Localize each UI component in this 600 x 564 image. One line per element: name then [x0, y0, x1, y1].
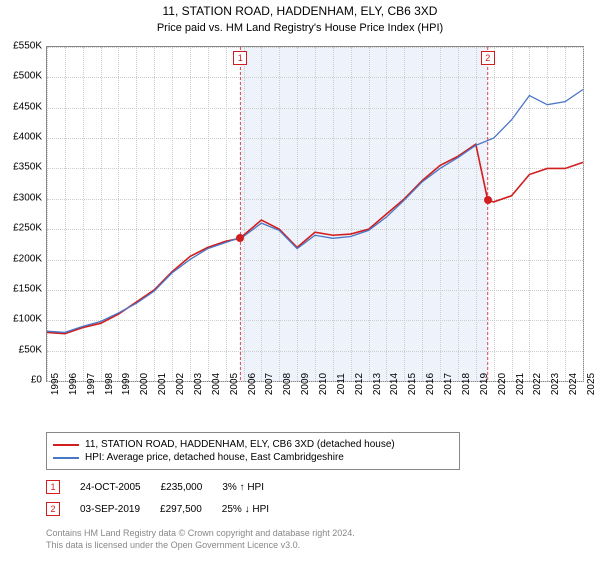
x-tick-label: 2007 [264, 373, 275, 395]
sale-diff: 3% ↑ HPI [222, 482, 264, 493]
x-tick-label: 2013 [372, 373, 383, 395]
x-tick-label: 2012 [354, 373, 365, 395]
y-tick-label: £100K [13, 314, 42, 325]
sale-price: £235,000 [161, 482, 203, 493]
plot-area: 12 [46, 46, 584, 382]
x-tick-label: 1999 [121, 373, 132, 395]
sale-index-badge: 2 [46, 502, 60, 516]
x-tick-label: 2023 [550, 373, 561, 395]
x-tick-label: 2008 [282, 373, 293, 395]
x-tick-label: 2021 [515, 373, 526, 395]
chart-title: 11, STATION ROAD, HADDENHAM, ELY, CB6 3X… [0, 4, 600, 20]
x-tick-label: 2003 [193, 373, 204, 395]
arrow-down-icon: ↓ [245, 504, 250, 515]
x-tick-label: 2015 [407, 373, 418, 395]
series-price_paid [47, 144, 583, 333]
x-tick-label: 2004 [211, 373, 222, 395]
x-tick-label: 2002 [175, 373, 186, 395]
x-tick-label: 2017 [443, 373, 454, 395]
footer-attribution: Contains HM Land Registry data © Crown c… [46, 528, 355, 551]
x-tick-label: 2006 [247, 373, 258, 395]
sale-date: 03-SEP-2019 [80, 504, 140, 515]
sale-marker-badge: 2 [481, 51, 495, 65]
y-tick-label: £300K [13, 192, 42, 203]
series-hpi [47, 90, 583, 333]
x-tick-label: 1997 [86, 373, 97, 395]
x-tick-label: 2011 [336, 373, 347, 395]
legend-swatch [53, 457, 79, 459]
y-tick-label: £0 [31, 375, 42, 386]
chart-container: 11, STATION ROAD, HADDENHAM, ELY, CB6 3X… [0, 4, 600, 564]
y-tick-label: £550K [13, 41, 42, 52]
chart-subtitle: Price paid vs. HM Land Registry's House … [0, 22, 600, 34]
footer-line-2: This data is licensed under the Open Gov… [46, 540, 355, 552]
sale-point-marker [484, 196, 492, 204]
x-tick-label: 2016 [425, 373, 436, 395]
sale-index-badge: 1 [46, 480, 60, 494]
x-tick-label: 2014 [389, 373, 400, 395]
x-tick-label: 2001 [157, 373, 168, 395]
y-tick-label: £200K [13, 253, 42, 264]
line-series-svg [47, 47, 583, 381]
y-tick-label: £150K [13, 283, 42, 294]
x-tick-label: 2025 [586, 373, 597, 395]
legend-label: HPI: Average price, detached house, East… [85, 452, 344, 463]
x-tick-label: 2020 [497, 373, 508, 395]
y-tick-label: £500K [13, 71, 42, 82]
x-tick-label: 2009 [300, 373, 311, 395]
legend-label: 11, STATION ROAD, HADDENHAM, ELY, CB6 3X… [85, 439, 395, 450]
sale-diff: 25% ↓ HPI [222, 504, 269, 515]
x-tick-label: 2019 [479, 373, 490, 395]
y-tick-label: £50K [19, 344, 42, 355]
y-tick-label: £400K [13, 132, 42, 143]
arrow-up-icon: ↑ [240, 482, 245, 493]
x-tick-label: 2018 [461, 373, 472, 395]
x-tick-label: 1998 [104, 373, 115, 395]
x-tick-label: 2005 [229, 373, 240, 395]
sale-record-2: 2 03-SEP-2019 £297,500 25% ↓ HPI [46, 502, 269, 516]
x-tick-label: 2024 [568, 373, 579, 395]
y-tick-label: £450K [13, 101, 42, 112]
sale-date: 24-OCT-2005 [80, 482, 141, 493]
x-tick-label: 1995 [50, 373, 61, 395]
legend-item-price-paid: 11, STATION ROAD, HADDENHAM, ELY, CB6 3X… [53, 439, 453, 450]
sale-marker-badge: 1 [233, 51, 247, 65]
legend-swatch [53, 444, 79, 446]
x-tick-label: 2010 [318, 373, 329, 395]
legend-item-hpi: HPI: Average price, detached house, East… [53, 452, 453, 463]
x-tick-label: 2000 [139, 373, 150, 395]
y-tick-label: £250K [13, 223, 42, 234]
sale-point-marker [236, 234, 244, 242]
sale-price: £297,500 [160, 504, 202, 515]
x-tick-label: 1996 [68, 373, 79, 395]
x-tick-label: 2022 [532, 373, 543, 395]
sale-record-1: 1 24-OCT-2005 £235,000 3% ↑ HPI [46, 480, 264, 494]
y-tick-label: £350K [13, 162, 42, 173]
footer-line-1: Contains HM Land Registry data © Crown c… [46, 528, 355, 540]
legend-box: 11, STATION ROAD, HADDENHAM, ELY, CB6 3X… [46, 432, 460, 470]
